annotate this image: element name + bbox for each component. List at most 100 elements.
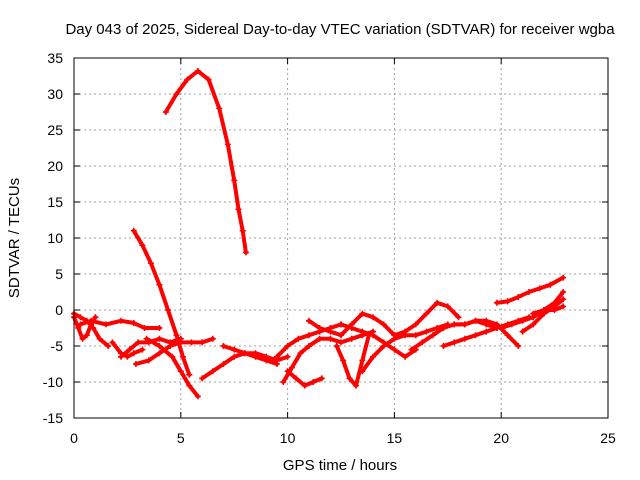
data-point (177, 368, 184, 375)
data-point (440, 343, 447, 349)
data-point (327, 328, 334, 335)
data-point (156, 350, 163, 357)
data-point (156, 325, 163, 331)
data-point (461, 335, 468, 342)
data-point (434, 299, 441, 306)
data-point (132, 361, 139, 367)
series-trace-26 (531, 304, 566, 316)
data-point (235, 206, 242, 213)
data-point (162, 109, 169, 115)
data-point (297, 350, 304, 357)
axis-ticks: 0 5 10 15 20 25 -15 -10 -5 0 5 10 15 20 25 30 35 (43, 50, 616, 446)
data-point (483, 317, 490, 324)
data-point (560, 303, 567, 310)
y-tick-label: 15 (47, 194, 63, 210)
data-point (429, 332, 436, 339)
data-point (88, 317, 95, 324)
data-point (77, 314, 84, 321)
data-point (135, 339, 142, 346)
data-point (515, 343, 522, 349)
data-point (444, 303, 451, 310)
data-point (359, 310, 366, 317)
x-tick-label: 15 (387, 430, 403, 446)
series-trace-23 (494, 275, 566, 305)
x-axis-label: GPS time / hours (283, 457, 397, 474)
data-point (90, 325, 97, 331)
y-tick-label: -10 (43, 374, 63, 390)
data-point (156, 335, 163, 342)
data-point (179, 353, 186, 360)
data-point (440, 325, 447, 331)
series-trace-1 (163, 69, 248, 255)
data-point (536, 285, 543, 292)
data-point (316, 335, 323, 342)
data-point (103, 321, 110, 328)
data-point (346, 375, 353, 382)
data-point (242, 249, 249, 256)
data-point (284, 353, 291, 360)
data-point (359, 368, 366, 375)
y-tick-label: 0 (55, 302, 63, 318)
y-tick-label: 10 (47, 230, 63, 246)
data-point (164, 307, 171, 313)
data-point (515, 294, 522, 301)
data-point (117, 353, 124, 360)
data-point (483, 328, 490, 335)
data-point (525, 289, 532, 295)
data-point (498, 325, 505, 331)
y-tick-label: -15 (43, 410, 63, 426)
series-trace-2 (131, 228, 192, 377)
data-point (338, 332, 344, 339)
series-trace-3 (144, 336, 200, 399)
grid (74, 58, 608, 418)
data-point (184, 76, 191, 83)
data-point (370, 353, 377, 360)
data-point (141, 325, 148, 331)
y-tick-label: 30 (47, 86, 63, 102)
data-point (126, 346, 133, 353)
data-point (451, 321, 458, 328)
data-point (504, 332, 511, 339)
data-point (352, 382, 359, 389)
data-point (147, 260, 154, 267)
data-point (167, 343, 174, 349)
data-point (117, 317, 124, 324)
y-tick-label: 35 (47, 50, 63, 66)
data-point (391, 332, 398, 339)
data-point (130, 319, 137, 326)
y-tick-label: 20 (47, 158, 63, 174)
data-point (504, 298, 511, 305)
data-point (284, 368, 291, 375)
data-point (241, 350, 248, 357)
data-point (280, 379, 287, 385)
data-point (188, 339, 195, 346)
data-point (139, 346, 146, 353)
data-point (380, 343, 387, 349)
data-point (370, 314, 377, 321)
y-tick-label: -5 (51, 338, 64, 354)
data-point (273, 361, 280, 367)
data-point (79, 335, 86, 342)
data-point (402, 328, 409, 335)
data-point (130, 227, 137, 234)
data-point (455, 314, 462, 321)
data-point (169, 353, 176, 360)
data-point (560, 274, 567, 281)
data-point (305, 343, 312, 349)
data-point (199, 375, 206, 382)
data-point (348, 335, 355, 342)
data-point (92, 314, 99, 321)
data-point (77, 321, 84, 328)
data-point (199, 339, 206, 346)
data-point (519, 328, 526, 335)
data-point (145, 357, 152, 364)
data-point (338, 321, 344, 328)
data-point (252, 353, 259, 360)
data-point (333, 343, 340, 349)
x-tick-label: 5 (177, 430, 185, 446)
data-point (209, 368, 216, 375)
data-point (560, 296, 567, 303)
data-point (530, 321, 537, 328)
series-layer (71, 67, 567, 400)
data-point (423, 328, 430, 335)
